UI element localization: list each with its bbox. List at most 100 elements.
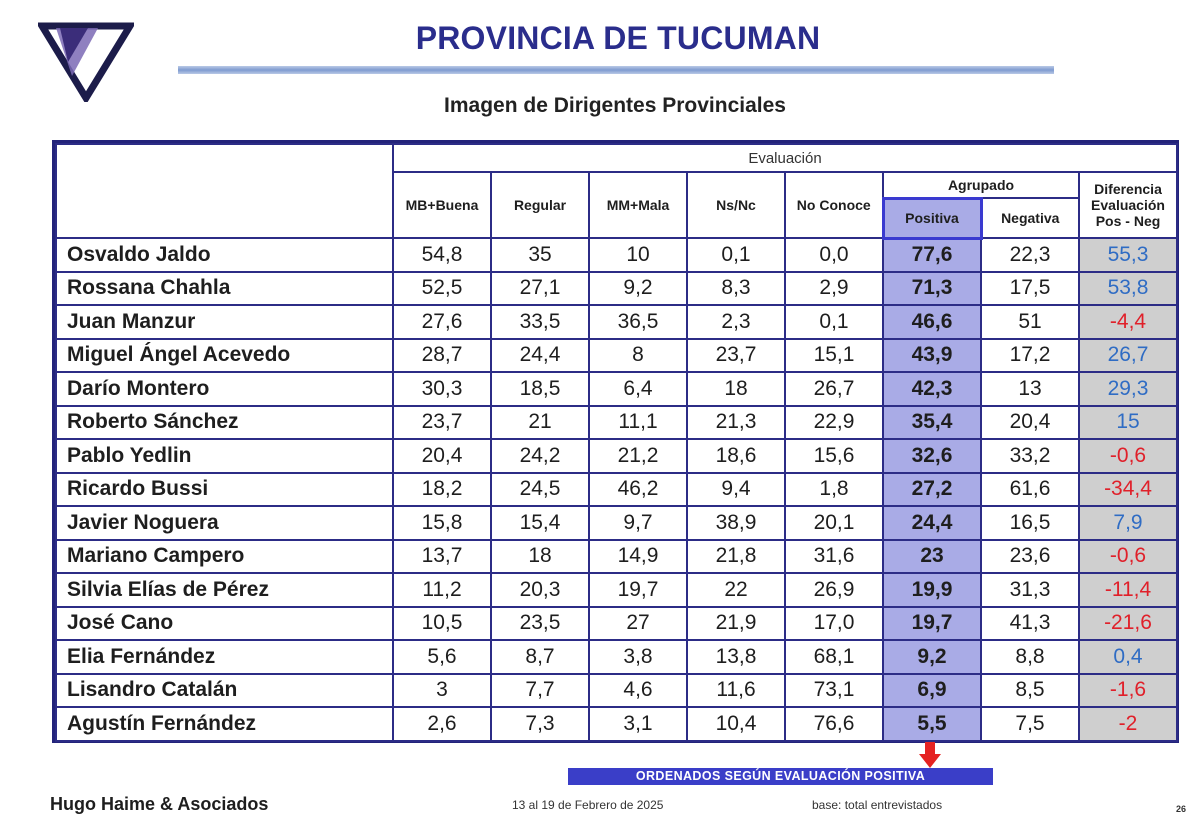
page-title: PROVINCIA DE TUCUMAN [415,20,821,56]
table-row: Miguel Ángel Acevedo 28,7 24,4 8 23,7 15,1 43,… [55,337,1179,373]
page-number: 26 [1176,804,1187,814]
cell-mb: 3 [392,672,492,708]
cell-ns: 23,7 [686,337,786,373]
row-name: Osvaldo Jaldo [55,237,394,273]
cell-reg: 24,4 [490,337,590,373]
cell-reg: 24,5 [490,471,590,507]
cell-neg: 51 [980,304,1080,340]
name-header [55,143,394,239]
row-name: Agustín Fernández [55,706,394,742]
cell-nc: 0,1 [784,304,884,340]
cell-mm: 10 [588,237,688,273]
table-row: Silvia Elías de Pérez 11,2 20,3 19,7 22 26,9 1… [55,572,1179,608]
cell-nc: 2,9 [784,270,884,306]
table-row: Roberto Sánchez 23,7 21 11,1 21,3 22,9 35,4 20,… [55,404,1179,440]
table-body: Osvaldo Jaldo 54,8 35 10 0,1 0,0 77,6 22,3 55,3 R… [55,237,1179,742]
cell-mb: 28,7 [392,337,492,373]
sort-note-banner: ORDENADOS SEGÚN EVALUACIÓN POSITIVA [568,768,993,785]
cell-neg: 61,6 [980,471,1080,507]
diferencia-line-1: Diferencia [1094,181,1162,197]
row-name: Mariano Campero [55,538,394,574]
cell-reg: 24,2 [490,438,590,474]
cell-mb: 52,5 [392,270,492,306]
table-row: Osvaldo Jaldo 54,8 35 10 0,1 0,0 77,6 22,3 55,3 [55,237,1179,273]
cell-mb: 2,6 [392,706,492,742]
cell-pos: 43,9 [882,337,982,373]
cell-ns: 18,6 [686,438,786,474]
cell-mb: 18,2 [392,471,492,507]
page-subtitle: Imagen de Dirigentes Provinciales [444,94,786,117]
table-row: Darío Montero 30,3 18,5 6,4 18 26,7 42,3 13 29,3 [55,371,1179,407]
cell-mb: 27,6 [392,304,492,340]
cell-reg: 20,3 [490,572,590,608]
cell-mb: 13,7 [392,538,492,574]
col-ns-nc: Ns/Nc [686,171,786,239]
table-row: Agustín Fernández 2,6 7,3 3,1 10,4 76,6 5,5 7,5… [55,706,1179,742]
cell-diff: -11,4 [1077,572,1179,608]
cell-nc: 73,1 [784,672,884,708]
cell-nc: 31,6 [784,538,884,574]
cell-mm: 3,1 [588,706,688,742]
cell-pos: 32,6 [882,438,982,474]
grouped-header: Agrupado [882,171,1080,199]
cell-diff: 26,7 [1077,337,1179,373]
cell-mb: 10,5 [392,605,492,641]
table-row: Javier Noguera 15,8 15,4 9,7 38,9 20,1 24,4 16,… [55,505,1179,541]
cell-mm: 9,7 [588,505,688,541]
cell-diff: 29,3 [1077,371,1179,407]
cell-reg: 35 [490,237,590,273]
table-row: José Cano 10,5 23,5 27 21,9 17,0 19,7 41,3 -21,6 [55,605,1179,641]
down-arrow-icon [919,742,941,768]
row-name: Juan Manzur [55,304,394,340]
cell-diff: -1,6 [1077,672,1179,708]
cell-neg: 16,5 [980,505,1080,541]
cell-neg: 8,5 [980,672,1080,708]
col-negativa: Negativa [980,197,1080,239]
col-mb-buena: MB+Buena [392,171,492,239]
table-row: Juan Manzur 27,6 33,5 36,5 2,3 0,1 46,6 51 -4,4 [55,304,1179,340]
cell-neg: 20,4 [980,404,1080,440]
col-diferencia: Diferencia Evaluación Pos - Neg [1077,171,1179,239]
row-name: Javier Noguera [55,505,394,541]
cell-reg: 23,5 [490,605,590,641]
cell-mm: 36,5 [588,304,688,340]
row-name: Lisandro Catalán [55,672,394,708]
cell-pos: 27,2 [882,471,982,507]
cell-nc: 22,9 [784,404,884,440]
row-name: Ricardo Bussi [55,471,394,507]
cell-diff: 0,4 [1077,639,1179,675]
cell-reg: 18 [490,538,590,574]
table-row: Ricardo Bussi 18,2 24,5 46,2 9,4 1,8 27,2 61,6-… [55,471,1179,507]
cell-neg: 17,2 [980,337,1080,373]
date-label: 13 al 19 de Febrero de 2025 [512,798,664,812]
cell-mm: 14,9 [588,538,688,574]
cell-mm: 3,8 [588,639,688,675]
cell-nc: 26,7 [784,371,884,407]
cell-nc: 20,1 [784,505,884,541]
cell-diff: -21,6 [1077,605,1179,641]
row-name: Miguel Ángel Acevedo [55,337,394,373]
cell-ns: 10,4 [686,706,786,742]
col-positiva: Positiva [881,196,983,240]
cell-reg: 18,5 [490,371,590,407]
cell-mm: 11,1 [588,404,688,440]
cell-ns: 8,3 [686,270,786,306]
col-mm-mala: MM+Mala [588,171,688,239]
author-label: Hugo Haime & Asociados [50,794,269,814]
cell-diff: -2 [1077,706,1179,742]
base-label: base: total entrevistados [812,798,943,812]
cell-diff: 7,9 [1077,505,1179,541]
cell-neg: 31,3 [980,572,1080,608]
cell-neg: 13 [980,371,1080,407]
cell-neg: 41,3 [980,605,1080,641]
cell-mm: 46,2 [588,471,688,507]
row-name: Darío Montero [55,371,394,407]
cell-neg: 17,5 [980,270,1080,306]
cell-diff: 15 [1077,404,1179,440]
cell-nc: 68,1 [784,639,884,675]
cell-ns: 21,9 [686,605,786,641]
cell-ns: 18 [686,371,786,407]
cell-reg: 8,7 [490,639,590,675]
cell-pos: 6,9 [882,672,982,708]
cell-reg: 15,4 [490,505,590,541]
